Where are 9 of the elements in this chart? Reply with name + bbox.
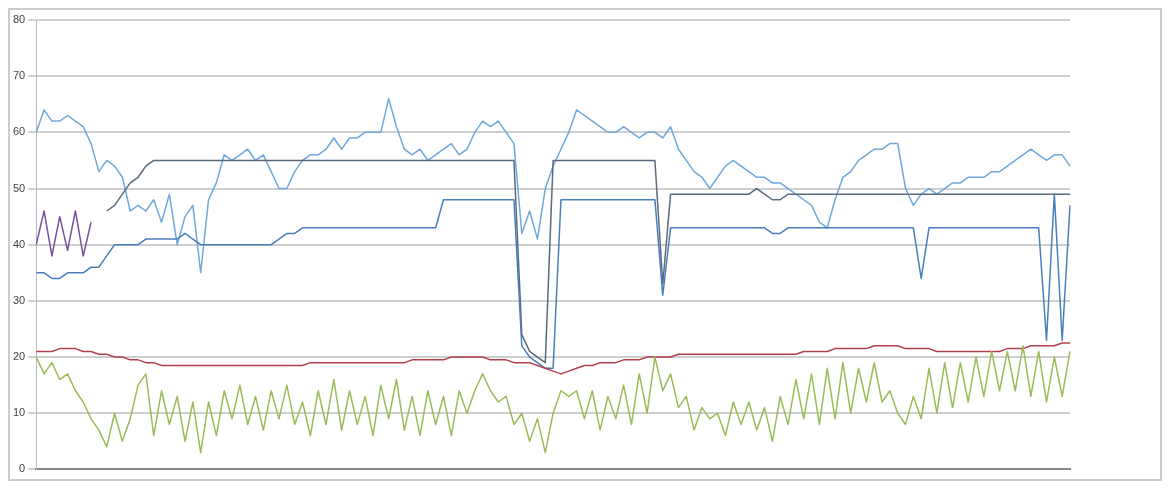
- y-tick-label: 30: [12, 293, 26, 306]
- y-tick-label: 80: [12, 13, 26, 26]
- y-tick-label: 70: [12, 69, 26, 82]
- y-tick-label: 10: [12, 406, 26, 419]
- y-tick-label: 0: [19, 462, 26, 475]
- y-tick-label: 60: [12, 125, 26, 138]
- y-tick-label: 50: [12, 181, 26, 194]
- y-tick-label: 20: [12, 350, 26, 363]
- y-tick-label: 40: [12, 237, 26, 250]
